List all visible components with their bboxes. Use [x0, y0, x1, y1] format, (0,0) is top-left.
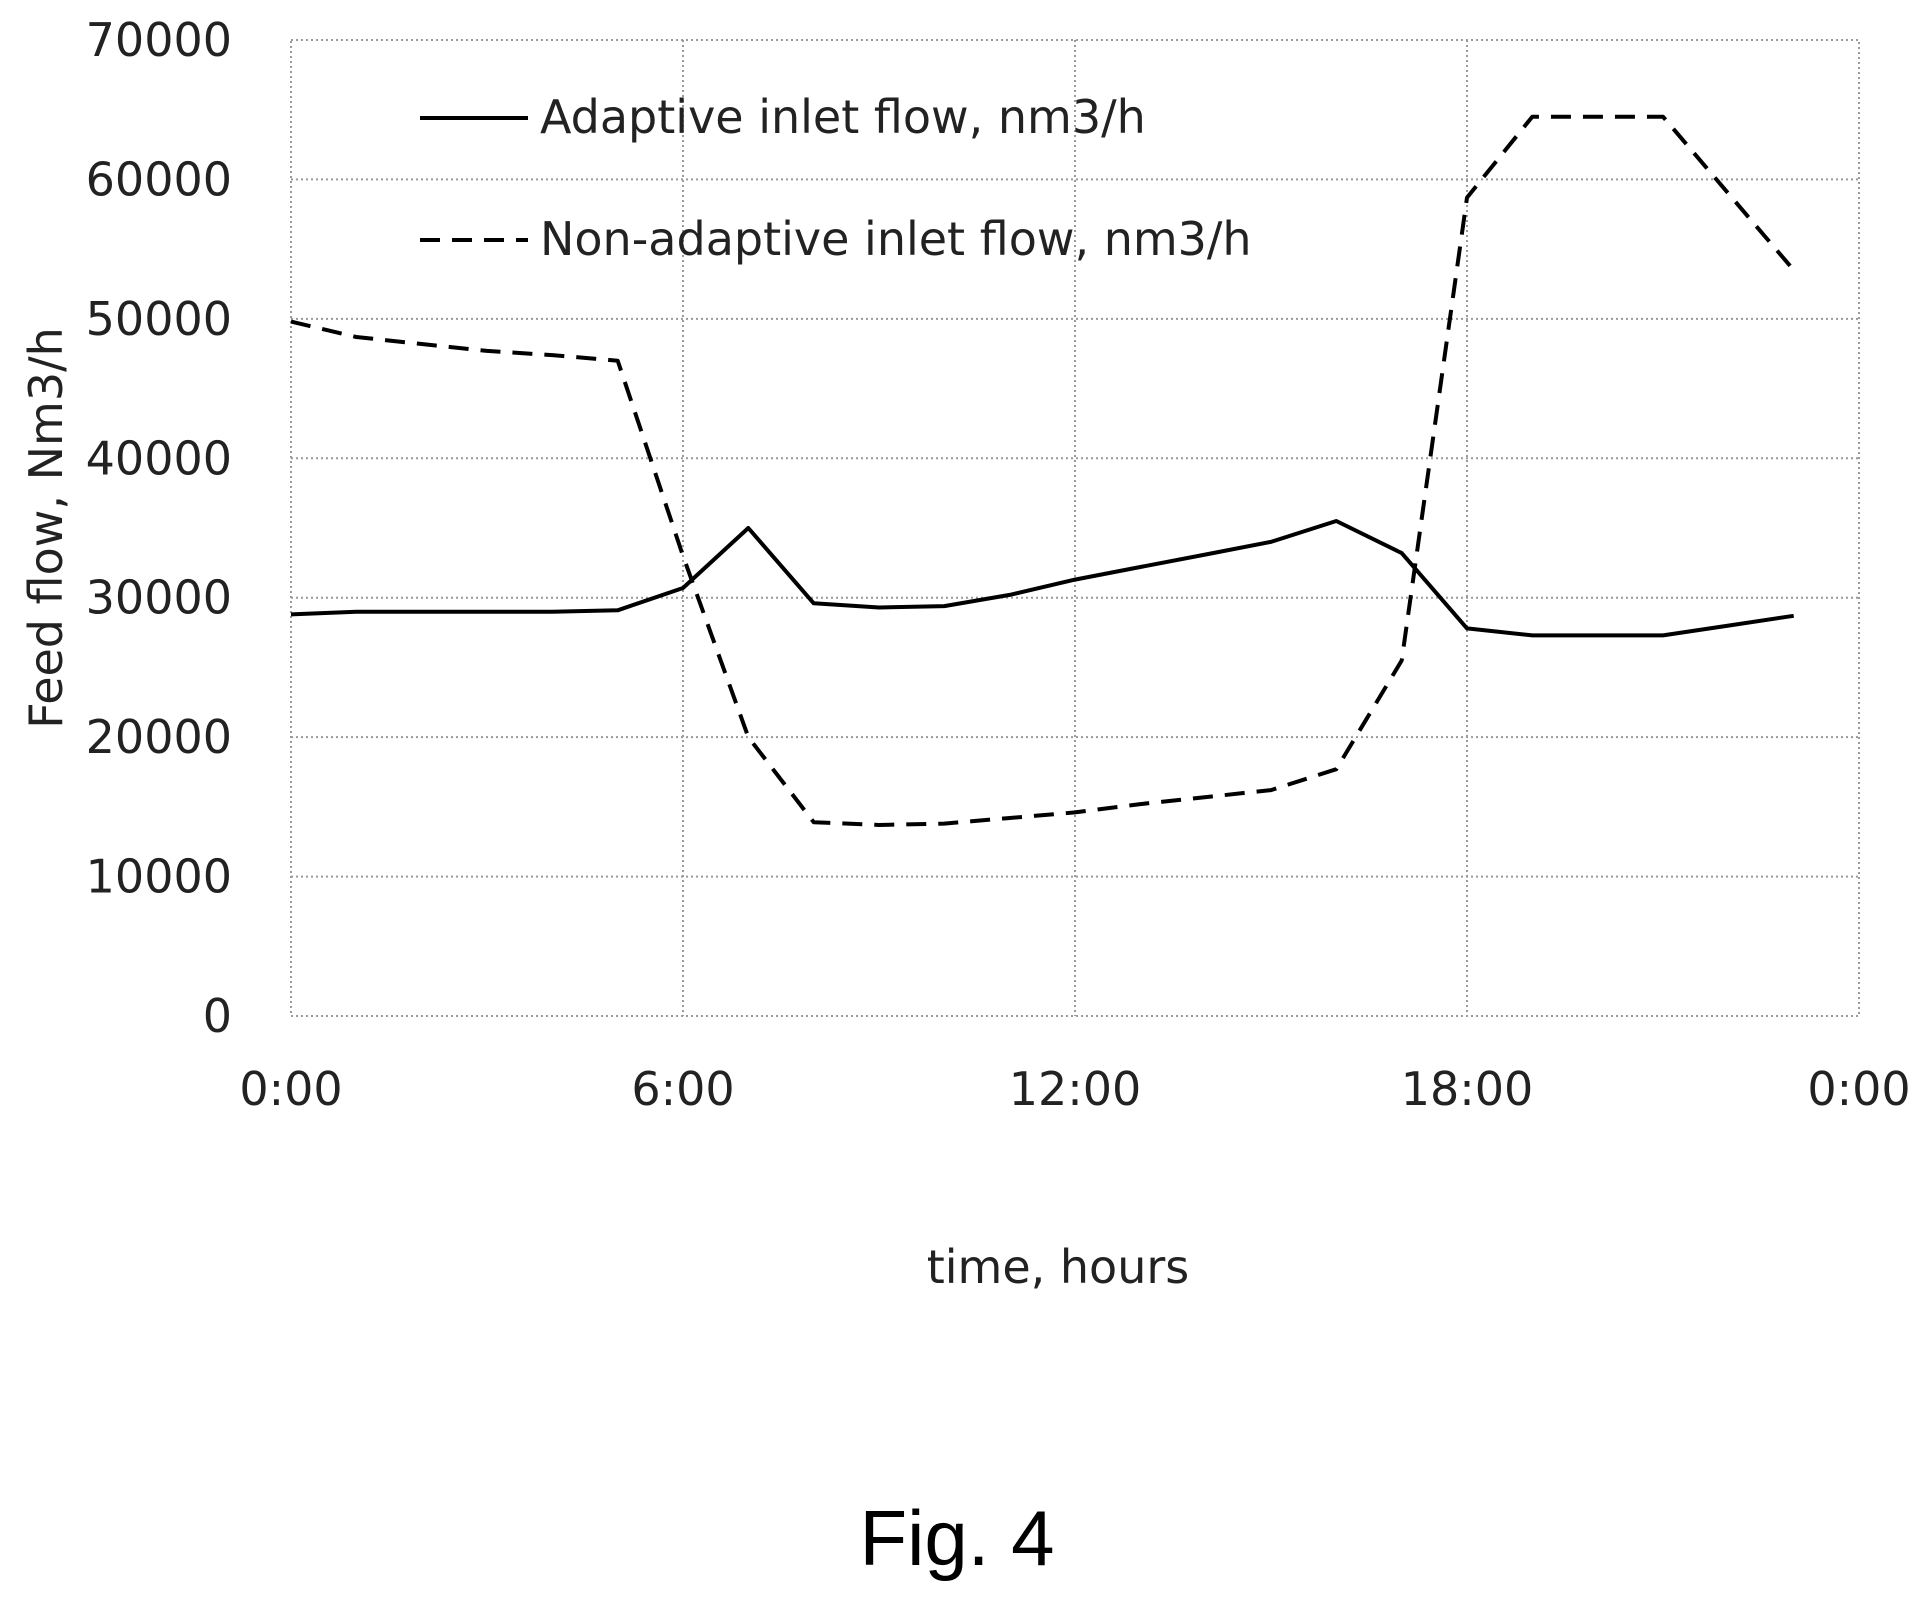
x-axis-tick-labels: 0:00 6:00 12:00 18:00 0:00	[239, 1062, 1910, 1116]
x-tick-label: 12:00	[1009, 1062, 1142, 1116]
x-axis-title: time, hours	[927, 1240, 1190, 1294]
y-tick-label: 40000	[86, 431, 232, 485]
series-line-adaptive	[290, 519, 1794, 638]
y-tick-label: 50000	[86, 292, 232, 346]
gridlines	[291, 40, 1859, 1016]
y-axis-title: Feed flow, Nm3/h	[19, 327, 73, 729]
x-tick-label: 0:00	[239, 1062, 342, 1116]
y-tick-label: 70000	[86, 13, 232, 67]
y-tick-label: 10000	[86, 850, 232, 904]
x-tick-label: 18:00	[1401, 1062, 1534, 1116]
series-lines	[290, 114, 1796, 827]
y-axis-tick-labels: 0 10000 20000 30000 40000 50000 60000 70000	[86, 13, 232, 1043]
y-tick-label: 0	[203, 989, 232, 1043]
x-tick-label: 6:00	[631, 1062, 734, 1116]
x-tick-label: 0:00	[1807, 1062, 1910, 1116]
y-tick-label: 20000	[86, 710, 232, 764]
y-tick-label: 30000	[86, 571, 232, 625]
legend: Adaptive inlet flow, nm3/h Non-adaptive …	[420, 90, 1252, 266]
series-line-non-adaptive	[290, 114, 1796, 827]
plot-area-frame	[290, 39, 1860, 1017]
legend-label-adaptive: Adaptive inlet flow, nm3/h	[540, 90, 1146, 144]
y-tick-label: 60000	[86, 152, 232, 206]
legend-label-non-adaptive: Non-adaptive inlet flow, nm3/h	[540, 212, 1252, 266]
figure-caption: Fig. 4	[859, 1494, 1054, 1582]
